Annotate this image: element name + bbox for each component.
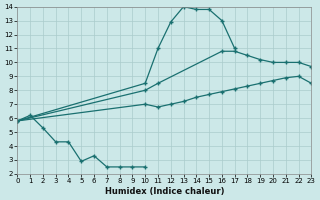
X-axis label: Humidex (Indice chaleur): Humidex (Indice chaleur) [105, 187, 224, 196]
